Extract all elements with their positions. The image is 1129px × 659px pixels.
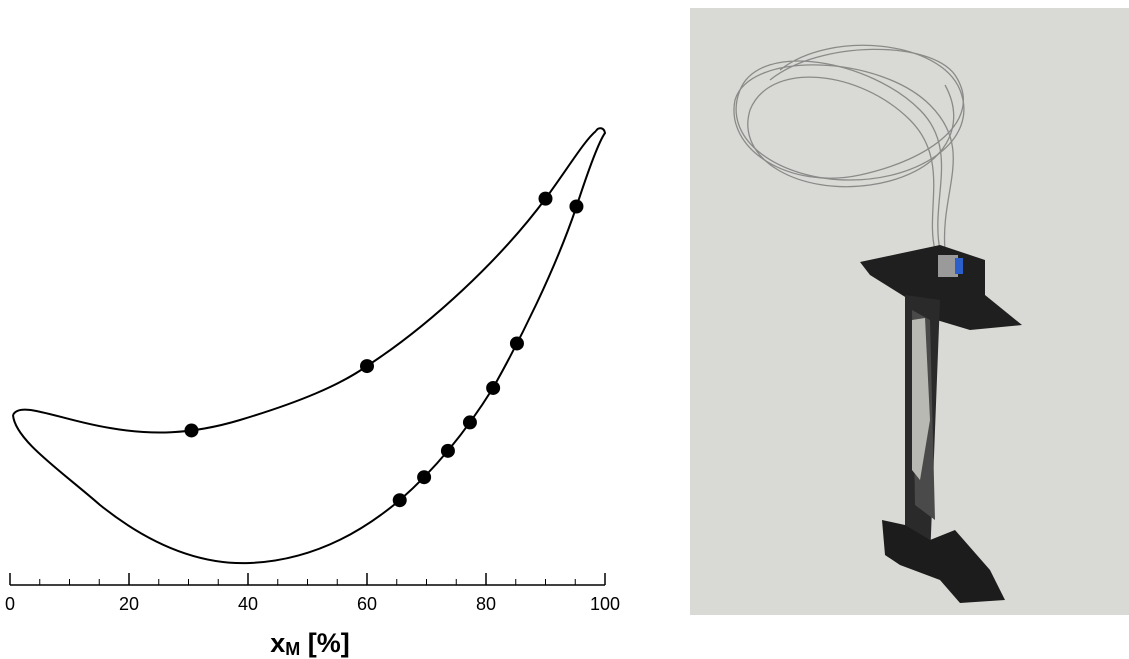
connector [938, 255, 958, 277]
pressure-tap [509, 336, 524, 351]
blade-bottom-platform [882, 520, 1005, 603]
x-tick-label: 100 [590, 594, 620, 614]
blade-top-platform [860, 245, 1022, 330]
x-tick-label: 60 [357, 594, 377, 614]
suction-side [12, 130, 597, 434]
pressure-tap [538, 191, 553, 206]
pressure-tap [184, 423, 199, 438]
pressure-tap [417, 470, 432, 485]
pressure-tap [440, 443, 455, 458]
label-subscript: M [285, 639, 300, 659]
x-tick-label: 80 [476, 594, 496, 614]
tape [912, 318, 930, 480]
photo [690, 8, 1129, 615]
x-tick-label: 20 [119, 594, 139, 614]
label-main: x [270, 628, 285, 658]
label-unit: [%] [300, 628, 350, 658]
wires [733, 44, 965, 251]
x-tick-label: 40 [238, 594, 258, 614]
pressure-tap [462, 415, 477, 430]
x-tick-label: 0 [5, 594, 15, 614]
pressure-tap [486, 380, 501, 395]
connector-cap [955, 258, 963, 274]
x-axis-label: xM [%] [270, 628, 350, 659]
pressure-tap [360, 359, 374, 374]
pressure-tap [392, 493, 407, 508]
pressure-tap [569, 199, 584, 214]
